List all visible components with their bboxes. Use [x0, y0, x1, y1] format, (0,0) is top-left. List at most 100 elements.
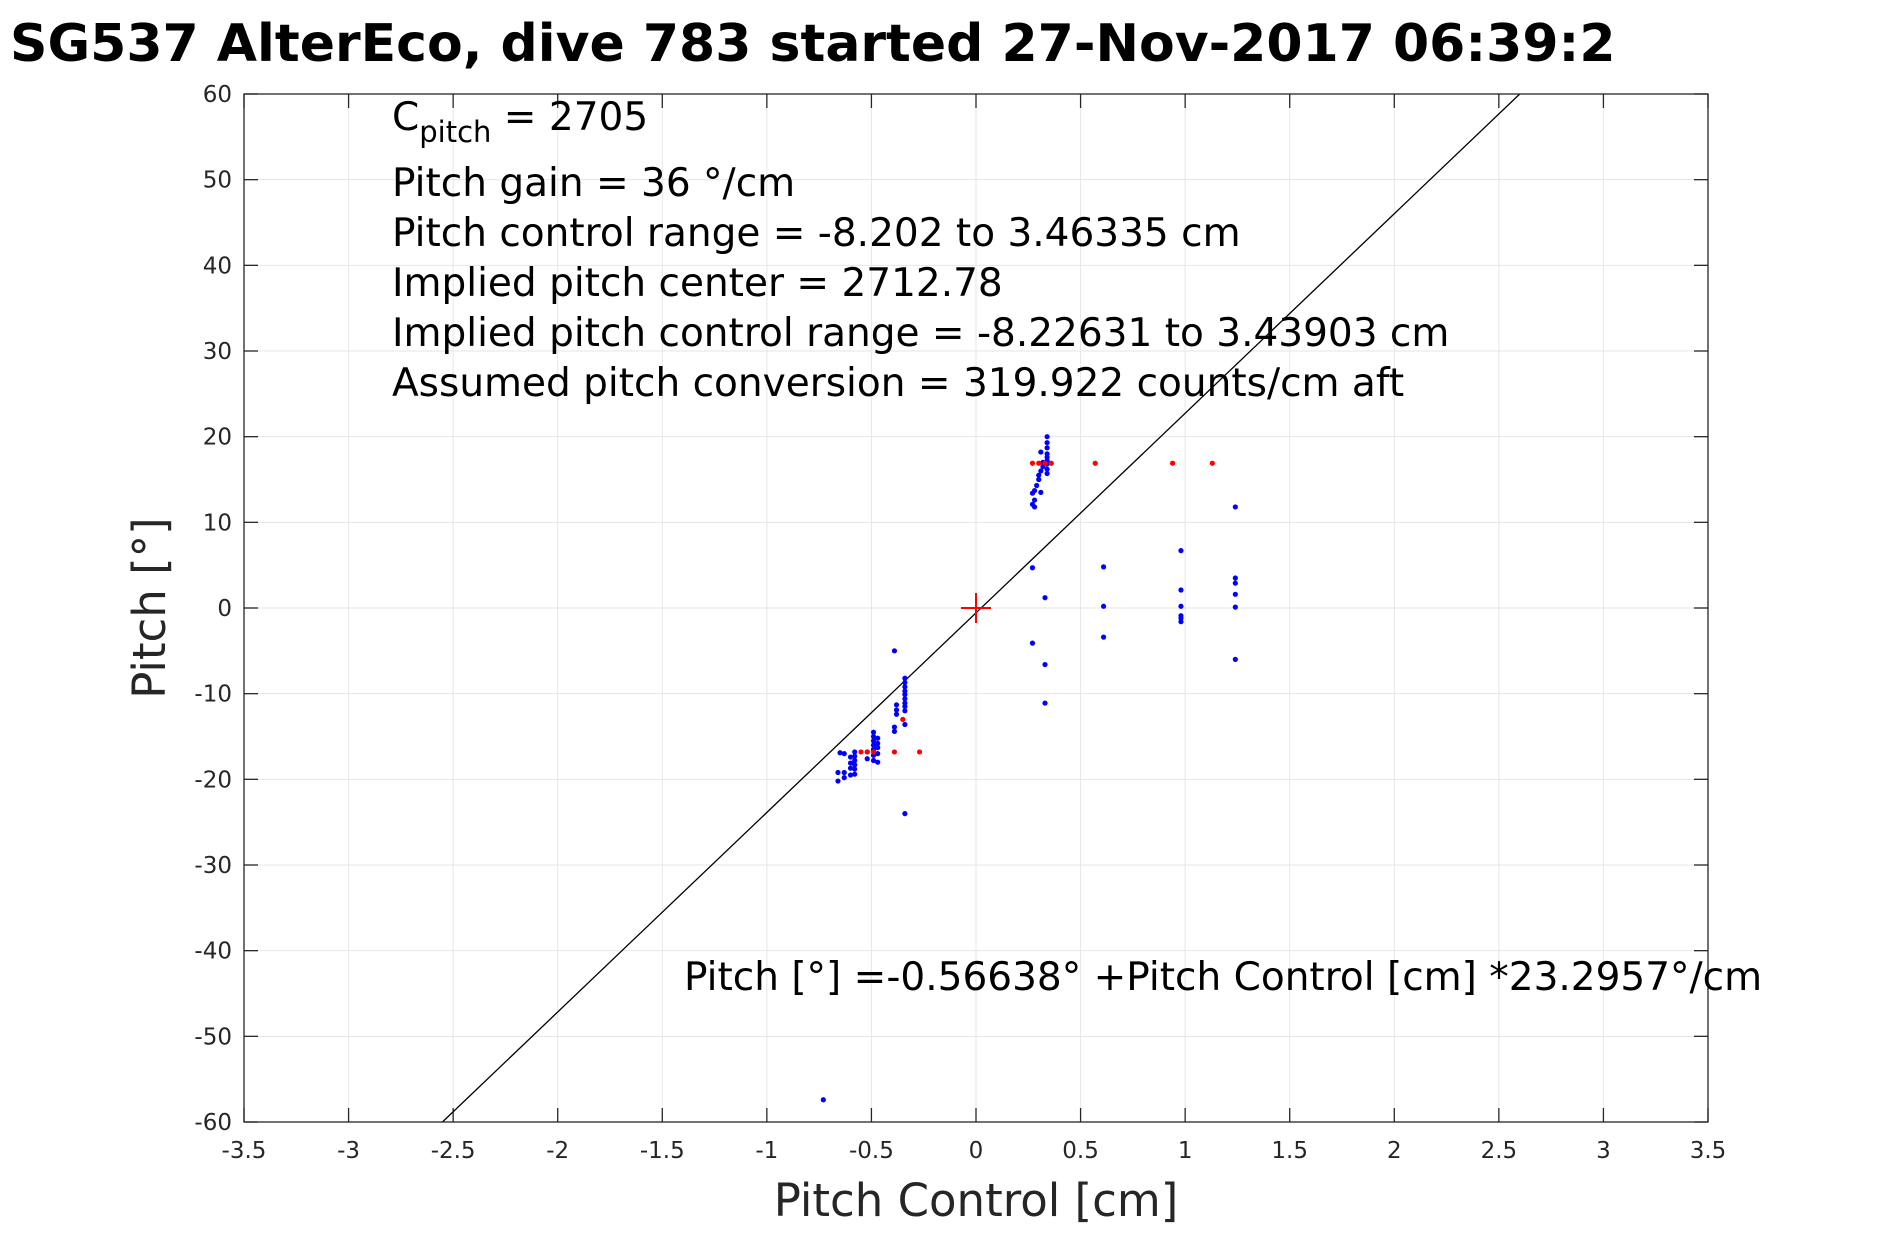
- red-data-point: [916, 749, 923, 755]
- blue-data-point: [1038, 489, 1044, 495]
- blue-data-point: [902, 684, 908, 690]
- x-tick-label: 1.5: [1271, 1138, 1308, 1164]
- blue-data-point: [1178, 619, 1184, 625]
- blue-data-point: [1034, 482, 1040, 489]
- blue-data-point: [1029, 640, 1036, 646]
- blue-data-point: [847, 772, 854, 778]
- blue-data-point: [902, 696, 908, 702]
- blue-data-point: [1232, 604, 1238, 610]
- blue-data-point: [864, 756, 870, 762]
- center-marker: [961, 593, 991, 623]
- blue-data-point: [902, 721, 908, 728]
- x-tick-label: 2.5: [1481, 1138, 1518, 1164]
- implied-pitch-control-range-annotation: Implied pitch control range = -8.22631 t…: [392, 311, 1449, 356]
- blue-data-point: [852, 766, 858, 772]
- x-tick-label: 2: [1387, 1138, 1402, 1164]
- blue-data-point: [852, 749, 858, 755]
- c-pitch-subscript: pitch: [419, 115, 491, 149]
- blue-data-point: [893, 707, 900, 713]
- blue-data-point: [1029, 490, 1036, 496]
- tick-marks: [243, 93, 1709, 1123]
- x-tick-label: 3: [1596, 1138, 1611, 1164]
- blue-data-point: [1100, 564, 1107, 570]
- red-data-point: [1169, 460, 1176, 466]
- blue-data-point: [1044, 445, 1050, 451]
- blue-data-point: [1038, 468, 1044, 474]
- blue-data-point: [1232, 580, 1238, 586]
- blue-data-point: [891, 648, 898, 654]
- x-tick-label: -1.5: [640, 1138, 685, 1164]
- c-pitch-main: C: [392, 95, 419, 140]
- red-data-point: [900, 716, 906, 722]
- y-tick-label: -30: [194, 853, 232, 879]
- red-series: [858, 460, 1215, 755]
- blue-data-point: [902, 691, 908, 698]
- y-tick-label: -20: [194, 767, 232, 793]
- blue-data-point: [893, 702, 900, 708]
- x-tick-label: -3.5: [222, 1138, 267, 1164]
- blue-data-point: [847, 754, 854, 760]
- red-data-point: [1036, 460, 1042, 466]
- blue-data-point: [870, 742, 877, 748]
- red-data-point: [858, 749, 864, 755]
- blue-data-point: [841, 751, 847, 757]
- blue-data-point: [1029, 565, 1036, 571]
- pitch-gain-annotation: Pitch gain = 36 °/cm: [392, 161, 795, 206]
- blue-data-point: [1178, 548, 1184, 554]
- c-pitch-value: = 2705: [491, 95, 648, 140]
- blue-data-point: [891, 724, 898, 730]
- c-pitch-annotation: Cpitch = 2705: [392, 95, 648, 149]
- blue-data-point: [1232, 575, 1238, 581]
- blue-data-point: [852, 757, 858, 764]
- y-tick-label: -60: [194, 1110, 232, 1136]
- blue-data-point: [1042, 595, 1048, 601]
- x-tick-labels: -3.5 -3 -2.5 -2 -1.5 -1 -0.5 0 0.5 1 1.5 2 2.5 3 3.5: [222, 1138, 1727, 1164]
- blue-data-point: [1178, 587, 1184, 593]
- pitch-control-range-annotation: Pitch control range = -8.202 to 3.46335 …: [392, 211, 1241, 256]
- fit-equation-annotation: Pitch [°] =-0.56638° +Pitch Control [cm]…: [684, 955, 1762, 1000]
- y-tick-label: 60: [203, 82, 232, 108]
- blue-data-point: [1044, 434, 1050, 440]
- blue-data-point: [902, 703, 908, 710]
- blue-series: [820, 434, 1238, 1103]
- blue-data-point: [852, 771, 858, 777]
- blue-data-point: [891, 728, 898, 734]
- blue-data-point: [820, 1097, 826, 1103]
- blue-data-point: [1036, 472, 1042, 478]
- blue-data-point: [902, 679, 908, 686]
- blue-data-point: [835, 769, 841, 776]
- x-tick-label: 0.5: [1062, 1138, 1099, 1164]
- blue-data-point: [1042, 700, 1048, 706]
- blue-data-point: [852, 753, 858, 759]
- blue-data-point: [1232, 591, 1238, 597]
- x-axis-label: Pitch Control [cm]: [774, 1174, 1179, 1227]
- red-data-point: [1209, 460, 1215, 466]
- blue-data-point: [902, 675, 908, 681]
- blue-data-point: [1042, 661, 1048, 668]
- red-data-point: [864, 749, 870, 755]
- blue-data-point: [1044, 470, 1050, 477]
- y-tick-labels: -60 -50 -40 -30 -20 -10 0 10 20 30 40 50 60: [194, 82, 232, 1136]
- red-data-point: [870, 749, 877, 755]
- blue-data-point: [837, 750, 843, 756]
- y-axis-label: Pitch [°]: [123, 517, 176, 698]
- y-tick-label: 10: [203, 510, 232, 536]
- blue-data-point: [875, 740, 881, 746]
- y-tick-label: -10: [194, 682, 232, 708]
- y-tick-label: -50: [194, 1024, 232, 1050]
- blue-data-point: [1232, 656, 1238, 663]
- blue-data-point: [1178, 603, 1184, 609]
- x-tick-label: -1: [755, 1138, 778, 1164]
- x-tick-label: -2.5: [431, 1138, 476, 1164]
- blue-data-point: [841, 775, 847, 781]
- blue-data-point: [870, 733, 877, 740]
- blue-data-point: [1031, 497, 1038, 503]
- x-tick-label: 0: [969, 1138, 984, 1164]
- blue-data-point: [841, 769, 847, 776]
- x-tick-label: 3.5: [1690, 1138, 1727, 1164]
- red-data-point: [1092, 460, 1098, 466]
- y-tick-label: 0: [217, 596, 232, 622]
- x-tick-label: -2: [546, 1138, 569, 1164]
- y-tick-label: 20: [203, 425, 232, 451]
